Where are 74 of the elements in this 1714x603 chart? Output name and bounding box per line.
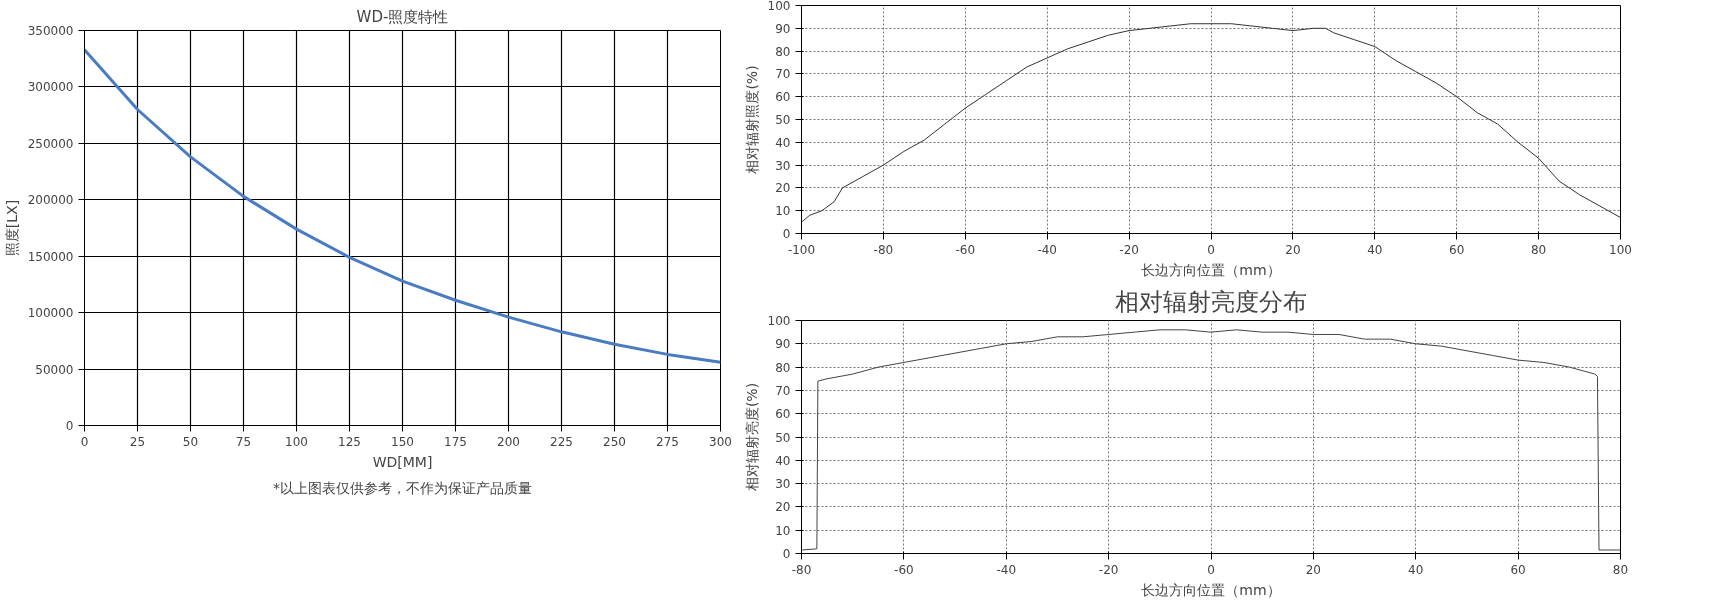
- line-series: [84, 48, 721, 364]
- chart-title: 相对辐射亮度分布: [1115, 287, 1307, 316]
- y-tick-label: 50: [775, 113, 791, 127]
- x-tick-label: 60: [1449, 242, 1465, 257]
- x-tick-label: -60: [894, 562, 914, 577]
- x-tick-label: -20: [1098, 562, 1119, 577]
- x-tick-label: -80: [873, 242, 894, 257]
- x-tick-label: 80: [1612, 562, 1629, 577]
- y-tick-label: 80: [775, 44, 791, 59]
- y-tick-label: 20: [775, 181, 791, 196]
- x-tick-label: 250: [603, 434, 626, 449]
- y-tick-label: 30: [775, 477, 791, 492]
- x-tick-label: 275: [656, 434, 679, 449]
- y-tick-label: 250000: [27, 136, 74, 151]
- x-tick-label: 25: [129, 434, 146, 449]
- x-tick-label: -60: [955, 242, 976, 257]
- x-tick-label: 40: [1367, 242, 1383, 257]
- line-series: [801, 23, 1621, 223]
- y-tick-label: 0: [782, 547, 791, 561]
- x-tick-label: 300: [709, 434, 732, 449]
- x-tick-label: -20: [1119, 242, 1139, 257]
- y-tick-label: 0: [65, 419, 74, 433]
- x-tick-label: 0: [1207, 242, 1215, 257]
- y-axis-title: 照度[LX]: [3, 199, 20, 257]
- y-tick-label: 30: [775, 158, 791, 173]
- y-tick-label: 100: [767, 0, 791, 13]
- chart-title: WD-照度特性: [356, 7, 449, 26]
- y-tick-label: 60: [775, 90, 791, 105]
- y-tick-label: 10: [775, 523, 791, 538]
- y-tick-label: 80: [775, 360, 791, 375]
- x-tick-label: 200: [497, 434, 520, 449]
- y-axis-title: 相对辐射照度(%): [743, 65, 760, 174]
- x-tick-label: 40: [1408, 562, 1424, 577]
- x-tick-label: 125: [338, 434, 361, 449]
- y-tick-label: 10: [775, 204, 791, 219]
- x-axis-title: WD[MM]: [372, 453, 433, 470]
- x-tick-label: 150: [391, 434, 414, 449]
- x-tick-label: 20: [1305, 562, 1322, 577]
- y-tick-label: 90: [775, 21, 791, 36]
- line-series: [801, 329, 1621, 551]
- x-tick-label: -80: [791, 562, 812, 577]
- text: *以上图表仅供参考，不作为保证产品质量: [273, 479, 532, 496]
- x-tick-label: 100: [285, 434, 308, 449]
- x-tick-label: -100: [787, 242, 816, 257]
- x-tick-label: -40: [1037, 242, 1058, 257]
- y-tick-label: 40: [775, 453, 791, 468]
- x-axis-title: 长边方向位置（mm）: [1141, 581, 1281, 598]
- y-tick-label: 350000: [27, 24, 74, 38]
- y-tick-label: 20: [775, 500, 791, 515]
- x-tick-label: 0: [80, 434, 89, 449]
- y-tick-label: 40: [775, 135, 791, 150]
- x-tick-label: 175: [444, 434, 467, 449]
- y-tick-label: 200000: [27, 193, 74, 208]
- x-tick-label: 0: [1207, 562, 1215, 577]
- y-tick-label: 50000: [35, 362, 74, 377]
- y-tick-label: 70: [775, 67, 791, 82]
- y-tick-label: 300000: [27, 80, 74, 95]
- x-tick-label: 75: [235, 434, 252, 449]
- y-axis-title: 相对辐射亮度(%): [743, 382, 760, 492]
- x-tick-label: -40: [996, 562, 1017, 577]
- y-tick-label: 150000: [27, 249, 74, 264]
- x-tick-label: 80: [1530, 242, 1547, 257]
- x-tick-label: 50: [182, 434, 199, 449]
- y-tick-label: 100: [767, 314, 791, 328]
- y-tick-label: 90: [775, 337, 791, 352]
- y-tick-label: 100000: [27, 306, 74, 321]
- x-tick-label: 20: [1285, 242, 1301, 257]
- y-tick-label: 0: [782, 227, 791, 241]
- x-axis-title: 长边方向位置（mm）: [1141, 261, 1281, 278]
- x-tick-label: 225: [550, 434, 573, 449]
- x-tick-label: 60: [1510, 562, 1526, 577]
- y-tick-label: 70: [775, 383, 791, 398]
- x-tick-label: 100: [1609, 242, 1632, 257]
- y-tick-label: 60: [775, 407, 791, 422]
